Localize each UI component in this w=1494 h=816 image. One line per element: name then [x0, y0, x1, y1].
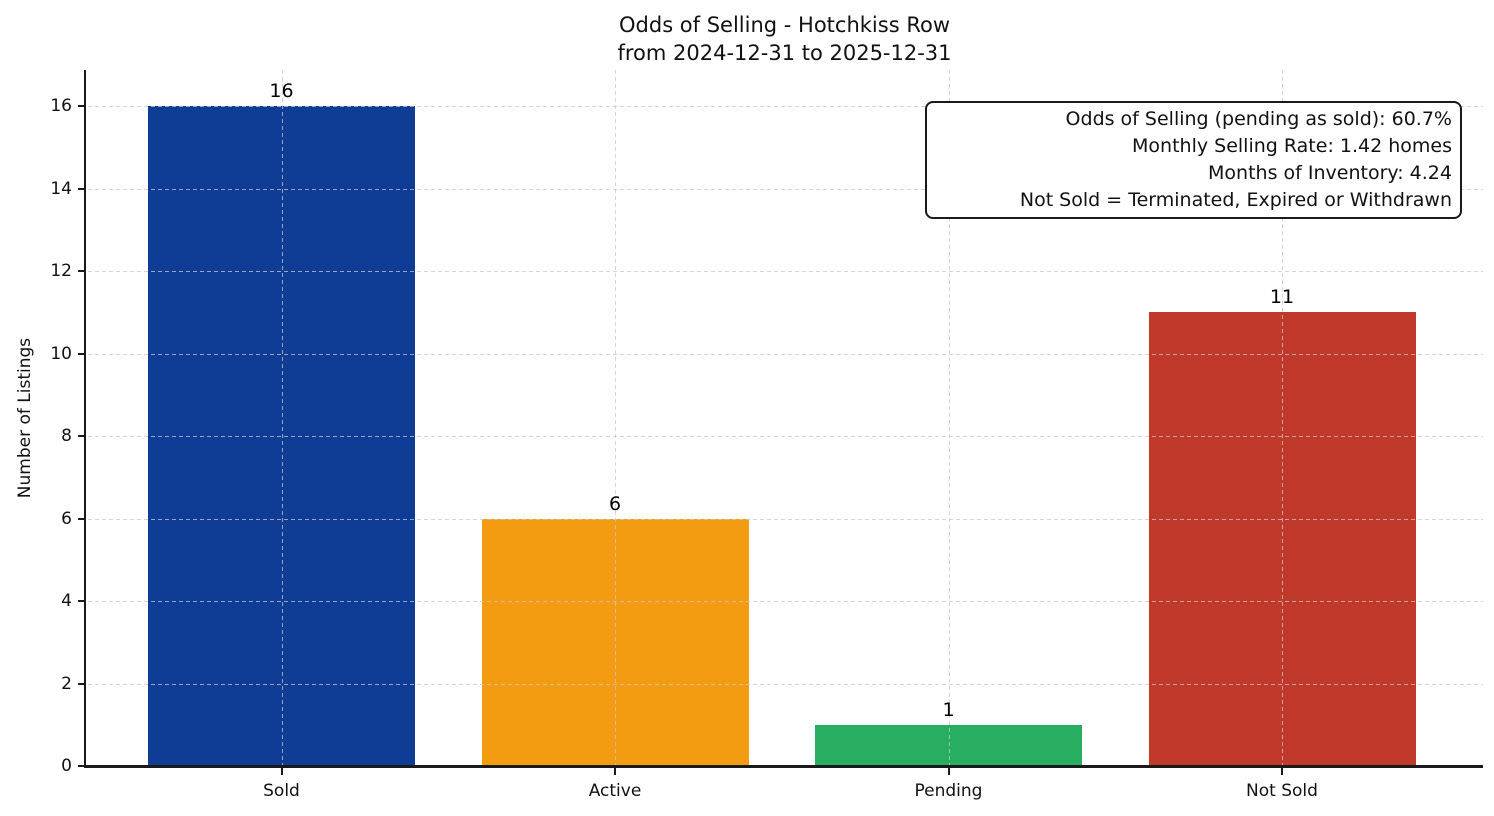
gridline-horizontal [88, 188, 1483, 190]
annotation-box: Odds of Selling (pending as sold): 60.7%… [925, 101, 1462, 219]
y-tick-label: 12 [50, 261, 72, 281]
bar-value-label-not-sold: 11 [1269, 286, 1295, 309]
annotation-line-selling-rate: Monthly Selling Rate: 1.42 homes [1132, 135, 1452, 157]
gridline-vertical [281, 70, 283, 766]
gridline-vertical [1282, 70, 1283, 766]
y-tick-label: 8 [61, 426, 72, 446]
y-tick-mark [78, 600, 86, 602]
x-tick-label-pending: Pending [914, 781, 983, 801]
bottom-axis-spine [84, 765, 1483, 768]
y-tick-mark [78, 435, 86, 437]
y-tick-mark [78, 682, 86, 685]
y-tick-label: 2 [61, 673, 72, 694]
y-tick-mark [78, 105, 86, 107]
chart-title-line1: Odds of Selling - Hotchkiss Row [619, 13, 950, 37]
bar-value-label-sold: 16 [269, 80, 294, 102]
gridline-vertical [948, 70, 950, 766]
x-tick-mark [947, 766, 950, 775]
y-axis-label: Number of Listings [15, 337, 35, 499]
x-tick-mark [1281, 766, 1283, 775]
gridline-horizontal [88, 601, 1483, 602]
y-tick-mark [78, 352, 86, 355]
chart-title-line2: from 2024-12-31 to 2025-12-31 [617, 41, 952, 65]
annotation-line-inventory: Months of Inventory: 4.24 [1208, 162, 1452, 184]
x-tick-label-not-sold: Not Sold [1246, 781, 1318, 801]
bar-value-label-active: 6 [608, 492, 622, 515]
x-tick-label-active: Active [588, 781, 642, 801]
gridline-horizontal [88, 106, 1483, 107]
annotation-line-odds: Odds of Selling (pending as sold): 60.7% [1065, 108, 1452, 130]
gridline-horizontal [88, 353, 1483, 355]
gridline-horizontal [88, 271, 1483, 272]
x-tick-mark [280, 766, 283, 775]
gridline-horizontal [88, 683, 1483, 685]
x-tick-mark [614, 766, 616, 775]
y-tick-label: 14 [50, 178, 72, 199]
annotation-line-not-sold-definition: Not Sold = Terminated, Expired or Withdr… [1019, 189, 1452, 211]
y-tick-label: 6 [61, 508, 72, 529]
gridline-horizontal [88, 518, 1483, 520]
gridline-vertical [615, 70, 616, 766]
chart-title: Odds of Selling - Hotchkiss Row from 202… [86, 11, 1483, 67]
gridline-horizontal [88, 436, 1483, 437]
y-tick-label: 4 [61, 591, 72, 611]
y-tick-mark [78, 187, 86, 190]
y-tick-label: 16 [50, 96, 72, 116]
y-tick-mark [78, 517, 86, 520]
x-tick-label-sold: Sold [263, 781, 300, 801]
bar-value-label-pending: 1 [942, 698, 955, 721]
y-tick-mark [78, 270, 86, 272]
left-axis-spine [84, 70, 86, 768]
y-tick-mark [78, 765, 86, 767]
y-tick-label: 0 [61, 756, 72, 776]
y-tick-label: 10 [50, 343, 72, 364]
